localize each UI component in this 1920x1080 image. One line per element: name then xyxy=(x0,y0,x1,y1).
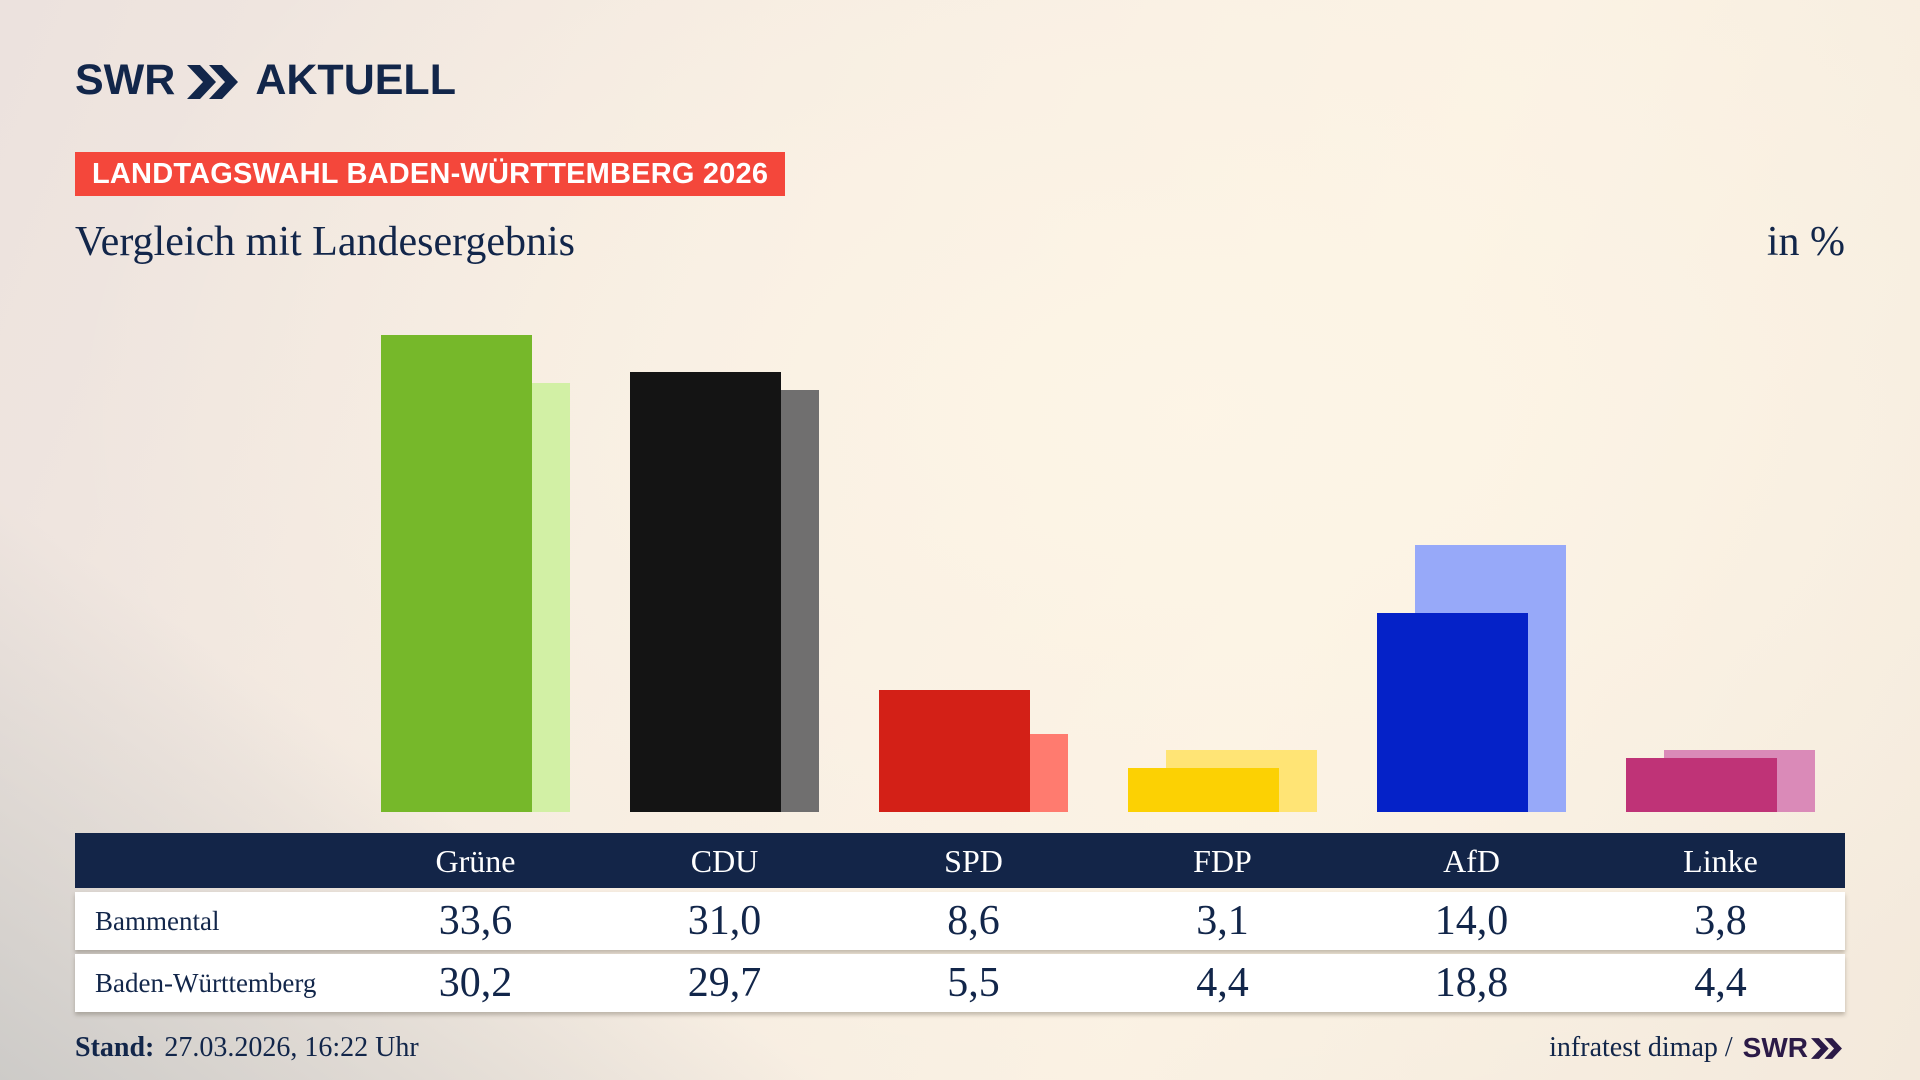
swr-brand-logo: SWR xyxy=(1743,1032,1845,1064)
table-row: Bammental 33,6 31,0 8,6 3,1 14,0 3,8 xyxy=(75,892,1845,950)
title-row: Vergleich mit Landesergebnis in % xyxy=(75,218,1845,266)
value-gruene-row1: 30,2 xyxy=(438,960,513,1006)
value-cdu-row0: 31,0 xyxy=(687,898,762,944)
stand-label: Stand: xyxy=(75,1032,155,1063)
row-label: Bammental xyxy=(95,906,220,936)
value-spd-row1: 5,5 xyxy=(947,960,1000,1006)
double-chevron-icon xyxy=(1811,1037,1842,1059)
value-linke-row1: 4,4 xyxy=(1694,960,1747,1006)
bar-linke-local xyxy=(1626,758,1777,812)
value-linke-row0: 3,8 xyxy=(1694,898,1747,944)
value-cdu-row1: 29,7 xyxy=(687,960,762,1006)
header-party-cdu: CDU xyxy=(690,843,759,879)
bar-afd-local xyxy=(1377,613,1528,812)
swr-aktuell-logo: SWR AKTUELL xyxy=(75,56,456,105)
bar-gruene-local xyxy=(381,335,532,812)
value-afd-row1: 18,8 xyxy=(1434,960,1509,1006)
bar-cdu-local xyxy=(630,372,781,812)
value-fdp-row1: 4,4 xyxy=(1196,960,1249,1006)
election-badge: LANDTAGSWAHL BADEN-WÜRTTEMBERG 2026 xyxy=(75,152,786,196)
bar-spd-local xyxy=(879,690,1030,812)
header-spacer-cell xyxy=(75,833,351,889)
value-spd-row0: 8,6 xyxy=(947,898,1000,944)
results-table: Grüne CDU SPD FDP AfD Linke Bammental 33,6 31,0… xyxy=(75,833,1845,1012)
bar-fdp-local xyxy=(1128,768,1279,812)
value-afd-row0: 14,0 xyxy=(1434,898,1509,944)
stand-value: 27.03.2026, 16:22 Uhr xyxy=(164,1032,419,1063)
header-party-spd: SPD xyxy=(944,843,1003,879)
header-party-gruene: Grüne xyxy=(435,843,516,879)
brand-swr-text: SWR xyxy=(1742,1032,1808,1063)
table-header-row: Grüne CDU SPD FDP AfD Linke xyxy=(75,833,1845,888)
value-fdp-row0: 3,1 xyxy=(1196,898,1249,944)
double-chevron-icon xyxy=(187,64,239,99)
logo-aktuell-text: AKTUELL xyxy=(255,56,456,104)
header-party-fdp: FDP xyxy=(1193,843,1252,879)
chart-title: Vergleich mit Landesergebnis xyxy=(75,219,575,265)
status-line: Stand: 27.03.2026, 16:22 Uhr xyxy=(75,1032,419,1064)
header-party-linke: Linke xyxy=(1683,843,1758,879)
table-row: Baden-Württemberg 30,2 29,7 5,5 4,4 18,8 4,4 xyxy=(75,954,1845,1012)
bar-chart xyxy=(75,0,1845,812)
unit-label: in % xyxy=(1766,219,1845,265)
source-text: infratest dimap / xyxy=(1549,1032,1733,1063)
logo-swr-text: SWR xyxy=(75,56,176,104)
source-line: infratest dimap / SWR xyxy=(1549,1032,1845,1064)
value-gruene-row0: 33,6 xyxy=(438,898,513,944)
row-label: Baden-Württemberg xyxy=(95,968,317,998)
header-party-afd: AfD xyxy=(1443,843,1500,879)
